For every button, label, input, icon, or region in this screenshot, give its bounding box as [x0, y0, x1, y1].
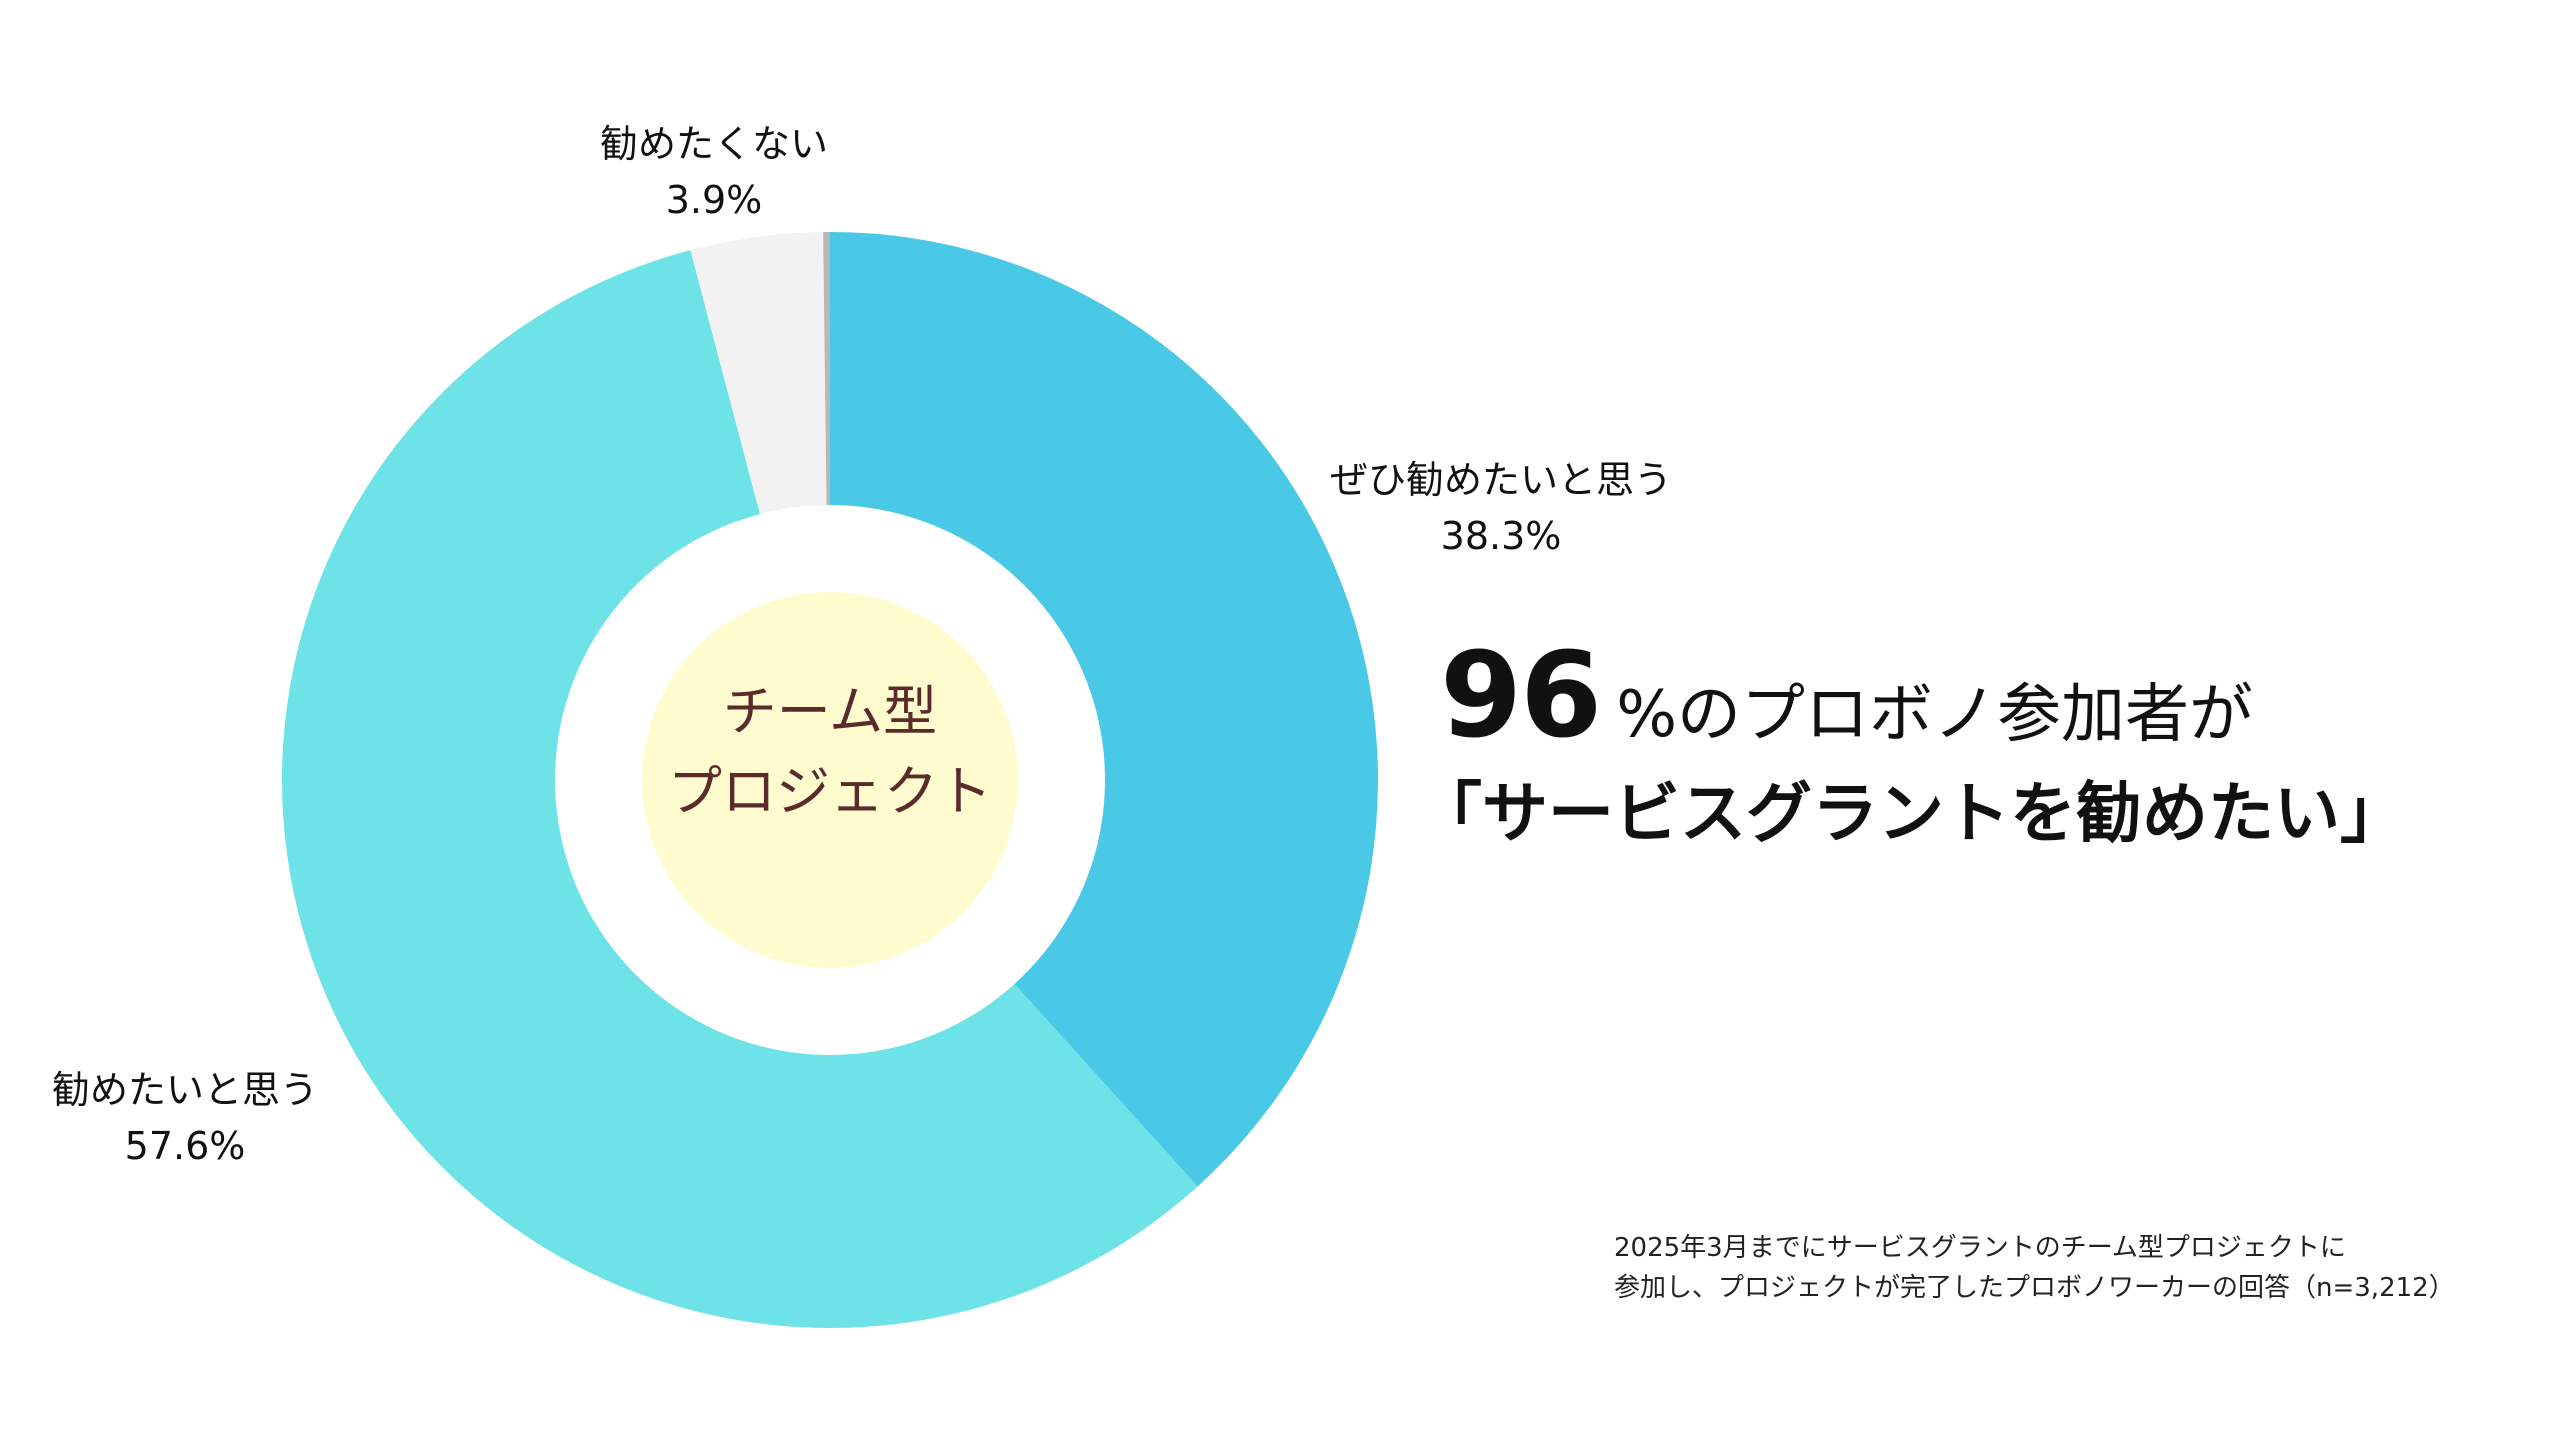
footnote: 2025年3月までにサービスグラントのチーム型プロジェクトに 参加し、プロジェク… [1614, 1228, 2455, 1308]
footnote-line: 参加し、プロジェクトが完了したプロボノワーカーの回答（n=3,212） [1614, 1273, 2455, 1303]
headline-line-1: 96 %のプロボノ参加者が [1440, 630, 2406, 760]
center-circle [642, 592, 1018, 968]
slice-label-recommend: 勧めたいと思う 57.6% [52, 1062, 318, 1174]
center-label: チーム型 プロジェクト [642, 672, 1018, 832]
center-label-line: チーム型 [722, 680, 938, 743]
slice-label-value: 38.3% [1440, 514, 1562, 558]
headline: 96 %のプロボノ参加者が 「サービスグラントを勧めたい」 [1416, 630, 2406, 864]
pie-slice-not-recommend [690, 232, 827, 515]
slice-label-value: 3.9% [665, 178, 763, 222]
pie-slice-other [823, 232, 830, 506]
slice-label-text: 勧めたいと思う [52, 1068, 319, 1112]
headline-number: 96 [1440, 626, 1602, 764]
slice-label-text: 勧めたくない [600, 122, 829, 166]
slice-label-not-recommend: 勧めたくない 3.9% [600, 116, 828, 228]
pie-slice-strongly-recommend [830, 232, 1378, 1187]
slice-label-text: ぜひ勧めたいと思う [1330, 458, 1673, 502]
headline-line-2: 「サービスグラントを勧めたい」 [1416, 775, 2406, 852]
slice-label-value: 57.6% [124, 1124, 246, 1168]
footnote-line: 2025年3月までにサービスグラントのチーム型プロジェクトに [1614, 1233, 2346, 1263]
pie-slice-recommend [281, 250, 1198, 1328]
slice-label-strongly-recommend: ぜひ勧めたいと思う 38.3% [1330, 452, 1672, 564]
headline-text: %のプロボノ参加者が [1616, 678, 2254, 752]
center-label-line: プロジェクト [668, 760, 992, 823]
